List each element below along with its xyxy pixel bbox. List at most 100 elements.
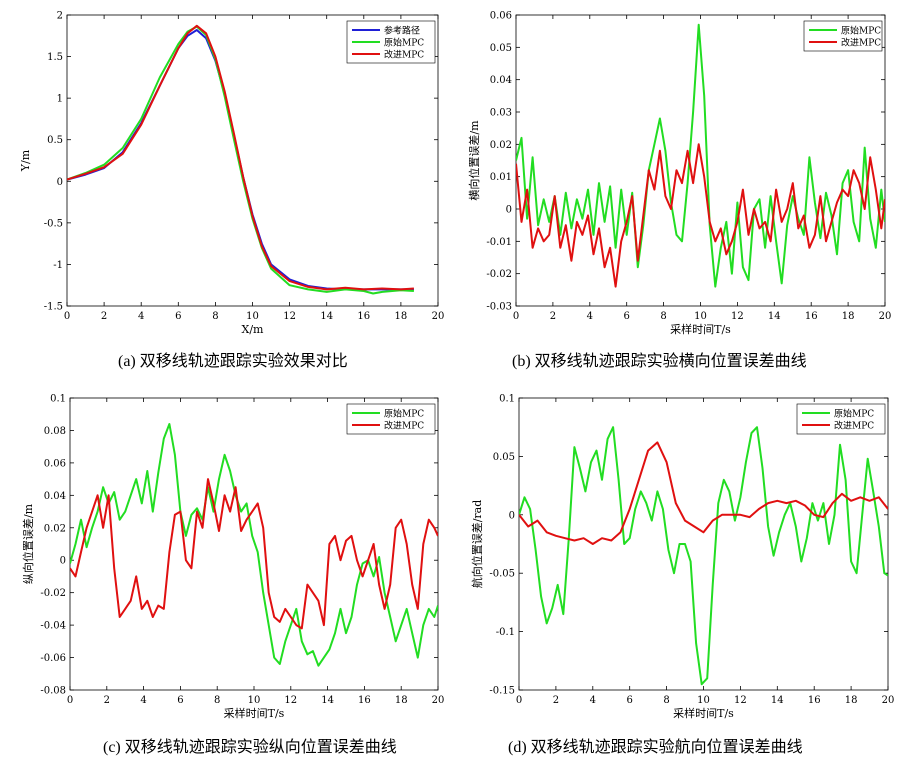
legend-label: 参考路径 (384, 25, 420, 37)
y-tick-label: 0.04 (44, 491, 66, 502)
x-tick-label: 4 (587, 311, 593, 322)
y-tick-label: 0.06 (44, 458, 66, 469)
x-tick-label: 20 (432, 311, 445, 322)
chart-1: 0 2 4 6 8 10 12 14 16 18 20 -0.03 -0.02 -0.01 0 0.01 0.0… (467, 11, 891, 337)
y-tick-label: -0.05 (489, 569, 515, 580)
x-tick-label: 16 (808, 695, 821, 706)
x-tick-label: 0 (67, 695, 73, 706)
y-tick-label: -1.5 (44, 302, 63, 313)
legend-box (796, 403, 886, 435)
chart-0: 0 2 4 6 8 10 12 14 16 18 20 -1.5 -1 -0.5 0 0.5 1 1.5 2 X/m Y… (19, 11, 444, 337)
x-tick-label: 6 (175, 311, 181, 322)
x-tick-label: 18 (842, 311, 855, 322)
x-tick-label: 20 (882, 695, 895, 706)
y-tick-label: 0.06 (490, 11, 512, 22)
y-tick-label: 0.5 (47, 135, 63, 146)
y-tick-label: 1 (57, 94, 63, 105)
x-tick-label: 14 (768, 311, 781, 322)
x-tick-label: 20 (879, 311, 892, 322)
x-tick-label: 2 (553, 695, 559, 706)
y-tick-label: 2 (57, 11, 63, 22)
x-tick-label: 16 (357, 311, 370, 322)
x-tick-label: 16 (358, 695, 371, 706)
y-tick-label: -0.02 (40, 588, 66, 599)
series-line-1 (70, 478, 438, 630)
x-tick-label: 10 (246, 311, 259, 322)
legend-label: 原始MPC (384, 37, 424, 49)
x-axis-label: 采样时间T/s (670, 322, 731, 336)
series-line-0 (519, 426, 888, 686)
y-axis-label: Y/m (19, 149, 32, 172)
y-tick-label: -0.02 (486, 269, 512, 280)
x-axis-label: 采样时间T/s (224, 706, 285, 720)
x-axis-label: 采样时间T/s (673, 706, 734, 720)
x-axis-label: X/m (242, 323, 265, 336)
y-tick-label: 1.5 (47, 52, 63, 63)
legend-label: 改进MPC (841, 37, 881, 49)
y-tick-label: 0.01 (490, 172, 512, 183)
y-tick-label: 0.1 (499, 394, 515, 405)
y-tick-label: -0.15 (489, 686, 515, 697)
x-tick-label: 0 (516, 695, 522, 706)
y-tick-label: -1 (53, 260, 63, 271)
x-tick-label: 8 (214, 695, 220, 706)
y-tick-label: 0.03 (490, 108, 512, 119)
legend-label: 原始MPC (834, 408, 874, 420)
y-tick-label: -0.04 (40, 621, 66, 632)
x-tick-label: 16 (805, 311, 818, 322)
x-tick-label: 10 (248, 695, 261, 706)
x-tick-label: 12 (283, 311, 296, 322)
y-tick-label: -0.06 (40, 653, 66, 664)
x-tick-label: 14 (771, 695, 784, 706)
plot-frame (66, 14, 439, 307)
series-line-2 (67, 24, 414, 291)
x-tick-label: 2 (550, 311, 556, 322)
y-tick-label: 0.08 (44, 426, 66, 437)
x-tick-label: 4 (140, 695, 146, 706)
x-tick-label: 18 (845, 695, 858, 706)
x-tick-label: 4 (590, 695, 596, 706)
y-axis-label: 纵向位置误差/m (21, 503, 35, 584)
x-tick-label: 0 (64, 311, 70, 322)
x-tick-label: 20 (432, 695, 445, 706)
series-line-0 (70, 423, 438, 667)
y-tick-label: 0.1 (50, 394, 66, 405)
y-tick-label: 0.05 (493, 452, 515, 463)
x-tick-label: 14 (321, 695, 334, 706)
legend-label: 改进MPC (384, 420, 424, 432)
x-tick-label: 12 (731, 311, 744, 322)
y-tick-label: 0 (60, 556, 66, 567)
x-tick-label: 12 (284, 695, 297, 706)
series-line-0 (516, 23, 885, 288)
legend-box (346, 403, 436, 435)
y-tick-label: 0 (506, 205, 512, 216)
legend-box (803, 20, 883, 52)
legend-label: 改进MPC (384, 49, 424, 61)
y-tick-label: -0.01 (486, 237, 512, 248)
y-axis-label: 横向位置误差/m (467, 120, 481, 201)
x-tick-label: 6 (627, 695, 633, 706)
caption-a: (a) 双移线轨迹跟踪实验效果对比 (118, 353, 348, 370)
y-tick-label: 0.02 (490, 140, 512, 151)
chart-3: 0 2 4 6 8 10 12 14 16 18 20 -0.15 -0.1 -0.05 0 0.05 0.1 采… (470, 394, 894, 721)
y-axis-label: 航向位置误差/rad (470, 500, 484, 589)
y-tick-label: -0.5 (44, 218, 63, 229)
y-tick-label: 0 (509, 510, 515, 521)
x-tick-label: 6 (624, 311, 630, 322)
caption-d: (d) 双移线轨迹跟踪实验航向位置误差曲线 (508, 739, 803, 756)
y-tick-label: -0.1 (496, 627, 515, 638)
x-tick-label: 0 (513, 311, 519, 322)
x-tick-label: 10 (694, 311, 707, 322)
legend-label: 原始MPC (841, 25, 881, 37)
x-tick-label: 10 (697, 695, 710, 706)
y-tick-label: 0.02 (44, 523, 66, 534)
y-tick-label: 0.05 (490, 43, 512, 54)
series-line-1 (516, 143, 885, 288)
caption-c: (c) 双移线轨迹跟踪实验纵向位置误差曲线 (103, 739, 397, 756)
x-tick-label: 12 (734, 695, 747, 706)
legend-label: 原始MPC (384, 408, 424, 420)
series-line-1 (519, 441, 888, 545)
x-tick-label: 6 (177, 695, 183, 706)
y-tick-label: 0.04 (490, 75, 512, 86)
chart-2: 0 2 4 6 8 10 12 14 16 18 20 -0.08 -0.06 -0.04 -0.02 0 0.… (21, 394, 444, 721)
